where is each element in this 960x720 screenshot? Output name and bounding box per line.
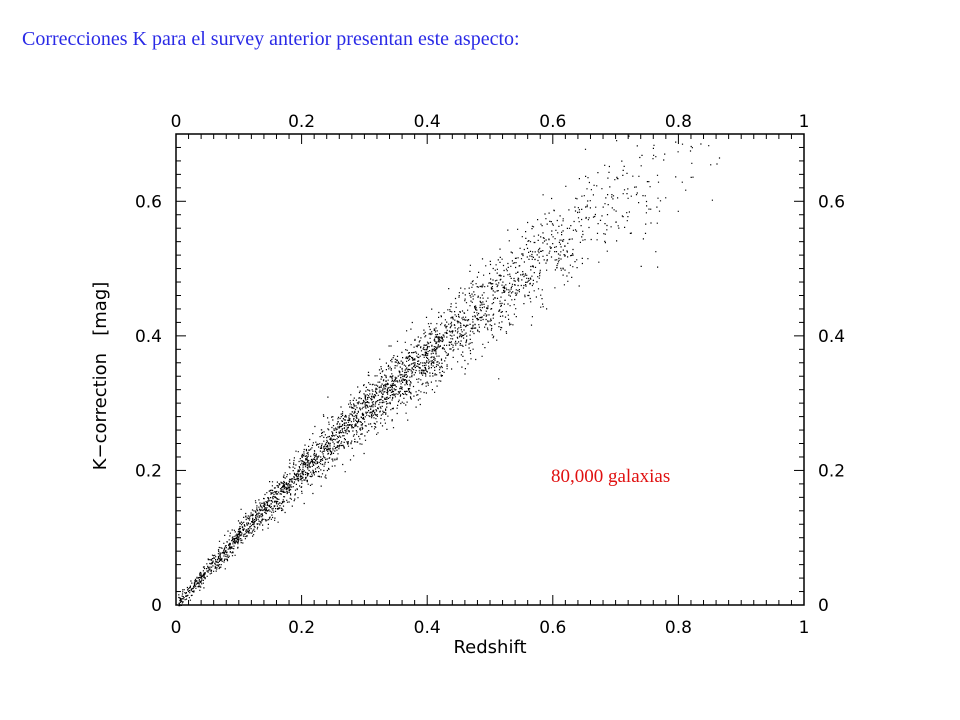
x-tick-label-bottom: 0.4 bbox=[414, 618, 441, 638]
y-tick-label-left: 0 bbox=[151, 596, 162, 616]
x-axis-title: Redshift bbox=[453, 637, 526, 658]
data-points bbox=[178, 135, 721, 607]
galaxy-count-annotation: 80,000 galaxias bbox=[551, 466, 670, 487]
y-tick-label-right: 0.4 bbox=[818, 327, 845, 347]
y-tick-label-right: 0 bbox=[818, 596, 829, 616]
axis-ticks bbox=[175, 133, 805, 606]
x-tick-label-bottom: 0.6 bbox=[539, 618, 566, 638]
x-tick-label-bottom: 1 bbox=[799, 618, 810, 638]
slide-caption: Correcciones K para el survey anterior p… bbox=[22, 28, 520, 50]
x-tick-label-bottom: 0.8 bbox=[665, 618, 692, 638]
x-tick-label-top: 0.6 bbox=[539, 112, 566, 132]
x-tick-label-top: 0.2 bbox=[288, 112, 315, 132]
y-tick-label-left: 0.6 bbox=[135, 192, 162, 212]
x-tick-label-top: 1 bbox=[799, 112, 810, 132]
plot-frame bbox=[175, 133, 805, 606]
x-tick-label-bottom: 0 bbox=[171, 618, 182, 638]
x-tick-label-top: 0.4 bbox=[414, 112, 441, 132]
y-tick-label-left: 0.2 bbox=[135, 461, 162, 481]
y-tick-label-left: 0.4 bbox=[135, 327, 162, 347]
scatter-points bbox=[178, 135, 721, 607]
y-axis-title: K−correction [mag] bbox=[90, 282, 111, 471]
y-tick-label-right: 0.6 bbox=[818, 192, 845, 212]
x-tick-label-top: 0 bbox=[171, 112, 182, 132]
y-tick-label-right: 0.2 bbox=[818, 461, 845, 481]
x-tick-label-bottom: 0.2 bbox=[288, 618, 315, 638]
x-tick-label-top: 0.8 bbox=[665, 112, 692, 132]
